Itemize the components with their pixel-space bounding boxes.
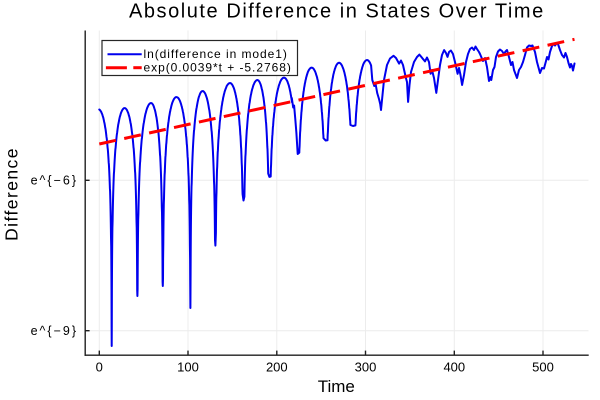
svg-text:500: 500 [532, 360, 554, 375]
svg-text:e^{−9}: e^{−9} [31, 324, 78, 338]
svg-text:e^{−6}: e^{−6} [31, 174, 78, 188]
svg-text:ln(difference in mode1): ln(difference in mode1) [144, 47, 288, 61]
svg-text:Time: Time [318, 377, 355, 396]
svg-text:300: 300 [355, 360, 377, 375]
svg-text:Absolute Difference in States: Absolute Difference in States Over Time [129, 1, 545, 23]
svg-text:exp(0.0039*t + -5.2768): exp(0.0039*t + -5.2768) [144, 60, 292, 74]
svg-text:200: 200 [266, 360, 288, 375]
svg-text:Difference: Difference [2, 147, 22, 241]
svg-text:100: 100 [177, 360, 199, 375]
svg-text:400: 400 [443, 360, 465, 375]
svg-text:0: 0 [96, 360, 103, 375]
